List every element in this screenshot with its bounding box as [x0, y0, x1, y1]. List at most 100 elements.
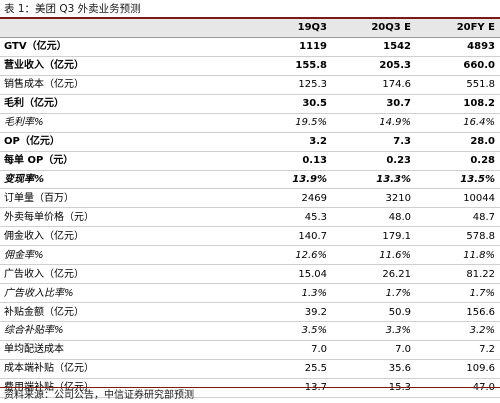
row-label-cell: 订单量（百万）	[0, 188, 250, 209]
value-cell-20q3e: 14.9%	[332, 113, 416, 133]
value-cell-20fye: 7.2	[416, 340, 500, 360]
value-cell-20q3e: 1542	[332, 37, 416, 57]
title-rule	[0, 17, 500, 19]
value-cell-20fye: 660.0	[416, 56, 500, 76]
table-row: 广告收入（亿元） 15.04 26.21 81.22	[0, 264, 500, 285]
value-cell-19q3: 19.5%	[250, 113, 332, 133]
value-cell-20fye: 13.5%	[416, 170, 500, 190]
table-body: 19Q3 20Q3 E 20FY E GTV（亿元） 1119 1542 4893 营业…	[0, 19, 500, 398]
row-label-cell: 佣金率%	[0, 245, 250, 266]
table-row: GTV（亿元） 1119 1542 4893	[0, 37, 500, 57]
value-cell-20fye: 551.8	[416, 75, 500, 95]
value-cell-19q3: 2469	[250, 188, 332, 209]
header-cell-label	[0, 19, 250, 38]
value-cell-19q3: 125.3	[250, 75, 332, 95]
value-cell-20q3e: 179.1	[332, 226, 416, 247]
value-cell-20fye: 0.28	[416, 151, 500, 171]
header-row: 19Q3 20Q3 E 20FY E	[0, 19, 500, 38]
value-cell-19q3: 140.7	[250, 226, 332, 247]
header-cell-19q3: 19Q3	[250, 19, 332, 38]
value-cell-19q3: 39.2	[250, 302, 332, 322]
value-cell-19q3: 3.5%	[250, 321, 332, 341]
source-note: 资料来源：公司公告，中信证券研究部预测	[4, 390, 194, 401]
value-cell-20q3e: 0.23	[332, 151, 416, 171]
value-cell-20q3e: 26.21	[332, 264, 416, 285]
value-cell-19q3: 7.0	[250, 340, 332, 360]
value-cell-19q3: 25.5	[250, 359, 332, 379]
value-cell-20fye: 11.8%	[416, 245, 500, 266]
row-label-cell: 补贴金额（亿元）	[0, 302, 250, 322]
value-cell-19q3: 13.9%	[250, 170, 332, 190]
table-row: 佣金收入（亿元） 140.7 179.1 578.8	[0, 226, 500, 247]
value-cell-20fye: 28.0	[416, 132, 500, 152]
value-cell-20q3e: 11.6%	[332, 245, 416, 266]
value-cell-20fye: 578.8	[416, 226, 500, 247]
table-row: 外卖每单价格（元） 45.3 48.0 48.7	[0, 207, 500, 228]
value-cell-19q3: 45.3	[250, 207, 332, 228]
table-row: OP（亿元） 3.2 7.3 28.0	[0, 132, 500, 152]
row-label-cell: 广告收入比率%	[0, 283, 250, 304]
row-label-cell: 每单 OP（元）	[0, 151, 250, 171]
value-cell-20q3e: 50.9	[332, 302, 416, 322]
value-cell-19q3: 12.6%	[250, 245, 332, 266]
value-cell-19q3: 15.04	[250, 264, 332, 285]
value-cell-20fye: 1.7%	[416, 283, 500, 304]
table-row: 营业收入（亿元） 155.8 205.3 660.0	[0, 56, 500, 76]
row-label-cell: 单均配送成本	[0, 340, 250, 360]
value-cell-19q3: 1119	[250, 37, 332, 57]
value-cell-20q3e: 30.7	[332, 94, 416, 114]
value-cell-19q3: 3.2	[250, 132, 332, 152]
table-row: 佣金率% 12.6% 11.6% 11.8%	[0, 245, 500, 266]
value-cell-19q3: 1.3%	[250, 283, 332, 304]
value-cell-19q3: 155.8	[250, 56, 332, 76]
value-cell-20fye: 108.2	[416, 94, 500, 114]
header-cell-20fye: 20FY E	[416, 19, 500, 38]
row-label-cell: 变现率%	[0, 170, 250, 190]
table-row: 补贴金额（亿元） 39.2 50.9 156.6	[0, 302, 500, 322]
table-row: 广告收入比率% 1.3% 1.7% 1.7%	[0, 283, 500, 304]
value-cell-20q3e: 7.3	[332, 132, 416, 152]
table-row: 单均配送成本 7.0 7.0 7.2	[0, 340, 500, 360]
value-cell-19q3: 30.5	[250, 94, 332, 114]
table-row: 变现率% 13.9% 13.3% 13.5%	[0, 170, 500, 190]
table-row: 每单 OP（元） 0.13 0.23 0.28	[0, 151, 500, 171]
header-cell-20q3e: 20Q3 E	[332, 19, 416, 38]
row-label-cell: 综合补贴率%	[0, 321, 250, 341]
value-cell-20q3e: 3210	[332, 188, 416, 209]
value-cell-20q3e: 35.6	[332, 359, 416, 379]
value-cell-20q3e: 174.6	[332, 75, 416, 95]
table-row: 成本端补贴（亿元） 25.5 35.6 109.6	[0, 359, 500, 379]
value-cell-20q3e: 7.0	[332, 340, 416, 360]
forecast-table: 19Q3 20Q3 E 20FY E GTV（亿元） 1119 1542 4893 营业…	[0, 19, 500, 398]
row-label-cell: 广告收入（亿元）	[0, 264, 250, 285]
value-cell-19q3: 0.13	[250, 151, 332, 171]
value-cell-20q3e: 1.7%	[332, 283, 416, 304]
value-cell-20fye: 156.6	[416, 302, 500, 322]
table-row: 毛利（亿元） 30.5 30.7 108.2	[0, 94, 500, 114]
value-cell-20fye: 3.2%	[416, 321, 500, 341]
value-cell-20fye: 16.4%	[416, 113, 500, 133]
row-label-cell: 外卖每单价格（元）	[0, 207, 250, 228]
value-cell-20fye: 81.22	[416, 264, 500, 285]
value-cell-20fye: 48.7	[416, 207, 500, 228]
row-label-cell: 毛利率%	[0, 113, 250, 133]
row-label-cell: 销售成本（亿元）	[0, 75, 250, 95]
value-cell-20q3e: 205.3	[332, 56, 416, 76]
table-title: 表 1：美团 Q3 外卖业务预测	[4, 3, 141, 15]
value-cell-20q3e: 48.0	[332, 207, 416, 228]
row-label-cell: OP（亿元）	[0, 132, 250, 152]
value-cell-20fye: 4893	[416, 37, 500, 57]
value-cell-20fye: 109.6	[416, 359, 500, 379]
table-row: 毛利率% 19.5% 14.9% 16.4%	[0, 113, 500, 133]
row-label-cell: 营业收入（亿元）	[0, 56, 250, 76]
row-label-cell: 佣金收入（亿元）	[0, 226, 250, 247]
value-cell-20q3e: 13.3%	[332, 170, 416, 190]
row-label-cell: 成本端补贴（亿元）	[0, 359, 250, 379]
row-label-cell: GTV（亿元）	[0, 37, 250, 57]
value-cell-20fye: 10044	[416, 188, 500, 209]
table-row: 订单量（百万） 2469 3210 10044	[0, 188, 500, 209]
table-row: 销售成本（亿元） 125.3 174.6 551.8	[0, 75, 500, 95]
bottom-rule	[0, 387, 500, 388]
row-label-cell: 毛利（亿元）	[0, 94, 250, 114]
